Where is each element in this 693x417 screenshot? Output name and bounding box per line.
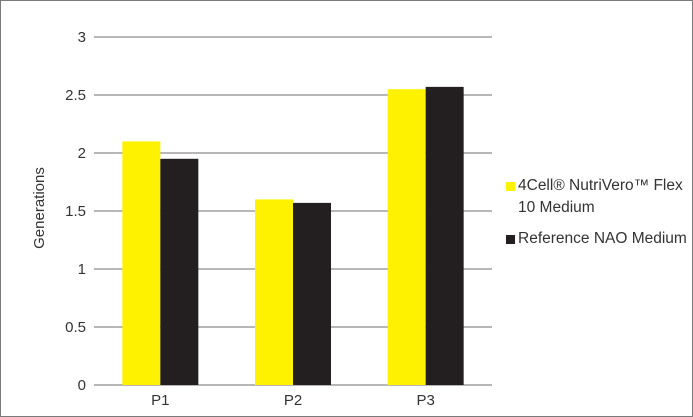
y-tick-labels: 0 0.5 1 1.5 2 2.5 3 [65, 29, 86, 394]
bar-p1-series-1 [122, 141, 161, 385]
x-tick-label-p2: P2 [284, 392, 302, 409]
y-tick-label: 1 [78, 261, 86, 278]
x-tick-label-p3: P3 [416, 392, 434, 409]
legend-item-series-1: 4Cell® NutriVero™ Flex 10 Medium [506, 175, 693, 219]
bars [122, 86, 464, 385]
bar-p3-series-2 [425, 86, 464, 385]
legend-item-series-2: Reference NAO Medium [506, 228, 693, 250]
y-tick-label: 2 [78, 145, 86, 162]
y-tick-label: 2.5 [65, 87, 86, 104]
y-tick-label: 0.5 [65, 319, 86, 336]
x-tick-label-p1: P1 [151, 392, 169, 409]
legend-label: 4Cell® NutriVero™ Flex 10 Medium [518, 177, 683, 216]
legend-swatch [506, 235, 515, 244]
y-tick-label: 1.5 [65, 203, 86, 220]
y-tick-label: 0 [78, 377, 86, 394]
legend-label: Reference NAO Medium [518, 230, 687, 247]
bar-p3-series-1 [387, 89, 426, 385]
bar-p2-series-1 [255, 199, 293, 385]
legend-swatch [506, 182, 515, 191]
bar-p1-series-2 [160, 158, 199, 385]
bar-p2-series-2 [293, 202, 331, 385]
y-axis-title: Generations [31, 167, 48, 249]
y-tick-label: 3 [78, 29, 86, 46]
x-tick-labels: P1 P2 P3 [151, 392, 435, 409]
